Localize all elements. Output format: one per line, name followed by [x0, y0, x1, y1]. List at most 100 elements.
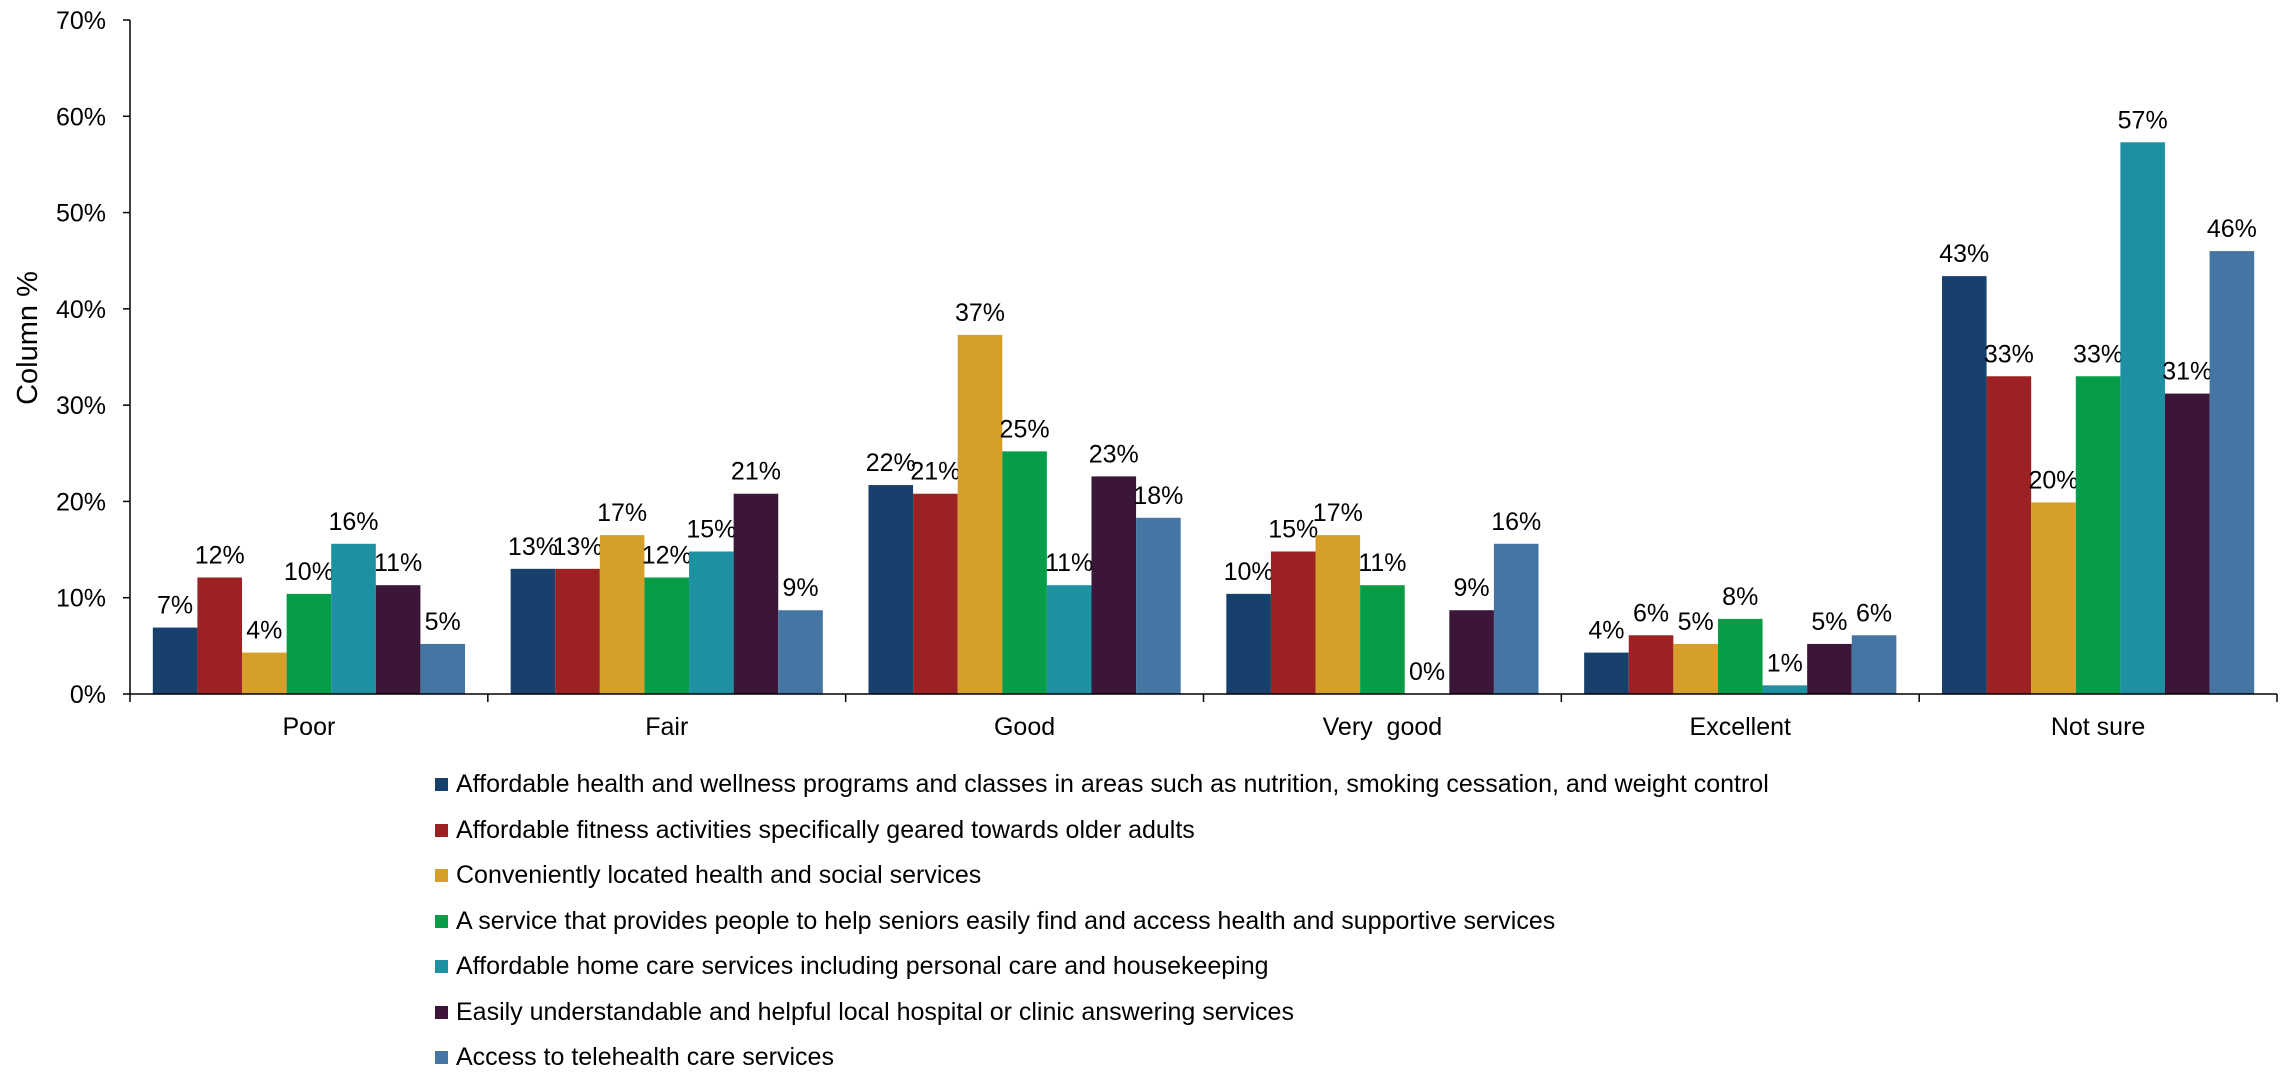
legend-label: Affordable health and wellness programs …	[456, 770, 1769, 799]
legend-swatch	[435, 778, 448, 792]
data-label: 33%	[2073, 340, 2123, 368]
data-label: 43%	[1939, 240, 1989, 268]
legend-item: Conveniently located health and social s…	[435, 853, 1769, 899]
data-label: 7%	[157, 592, 193, 620]
legend-item: Easily understandable and helpful local …	[435, 990, 1769, 1036]
bar	[1002, 451, 1047, 694]
bar	[2031, 502, 2076, 694]
data-label: 31%	[2162, 358, 2212, 386]
bar	[420, 643, 466, 694]
bar	[1136, 517, 1181, 694]
legend-swatch	[435, 960, 448, 974]
legend-label: Affordable fitness activities specifical…	[456, 815, 1195, 844]
legend-label: Access to telehealth care services	[456, 1043, 834, 1072]
data-label: 21%	[731, 458, 781, 486]
legend-label: Easily understandable and helpful local …	[456, 997, 1294, 1026]
plot-area: 7% 13% 22% 10% 4% 43% 12% 13% 21% 15% 6% 33% 4% 17% 37…	[152, 106, 2257, 695]
bar	[1091, 476, 1137, 694]
bar	[1717, 618, 1763, 694]
y-tick-label: 0%	[70, 681, 106, 709]
data-label: 0%	[1409, 658, 1445, 686]
legend-swatch	[435, 1051, 448, 1065]
legend: Affordable health and wellness programs …	[435, 762, 1769, 1081]
y-tick-label: 70%	[56, 7, 106, 35]
bar	[2075, 376, 2121, 694]
bar	[1360, 585, 1405, 694]
chart: Column % 0% 10% 20% 30% 40% 50% 60% 70% 7% 13% 22…	[12, 7, 2278, 741]
data-label: 13%	[508, 533, 558, 561]
data-label: 16%	[1491, 508, 1541, 536]
data-label: 1%	[1767, 649, 1803, 677]
bar	[1226, 593, 1271, 694]
legend-swatch	[435, 1005, 448, 1019]
bar	[733, 493, 779, 694]
bar	[868, 485, 914, 694]
bar	[599, 535, 645, 694]
bar	[331, 543, 376, 694]
bar	[1807, 643, 1852, 694]
bar	[1851, 635, 1897, 694]
legend-label: Conveniently located health and social s…	[456, 861, 982, 890]
bar	[242, 652, 287, 694]
data-label: 6%	[1633, 599, 1669, 627]
data-label: 15%	[686, 515, 736, 543]
bar	[644, 577, 690, 694]
bar	[913, 493, 958, 694]
bar	[375, 585, 421, 694]
y-tick-label: 50%	[56, 200, 106, 228]
y-tick-label: 60%	[56, 103, 106, 131]
data-label: 9%	[782, 574, 818, 602]
data-label: 17%	[597, 499, 647, 527]
data-label: 23%	[1089, 440, 1139, 468]
legend-swatch	[435, 914, 448, 928]
category-label: Not sure	[2051, 713, 2145, 741]
legend-item: Affordable health and wellness programs …	[435, 762, 1769, 808]
bar	[1270, 551, 1316, 694]
bar	[1628, 635, 1674, 694]
bar	[1584, 652, 1629, 694]
bar	[778, 610, 823, 694]
bar	[1762, 685, 1808, 694]
data-label: 15%	[1268, 515, 1318, 543]
legend-label: A service that provides people to help s…	[456, 906, 1556, 935]
data-label: 9%	[1454, 574, 1490, 602]
bar	[957, 334, 1003, 694]
category-label: Poor	[283, 713, 336, 741]
y-axis: 0% 10% 20% 30% 40% 50% 60% 70%	[56, 7, 131, 709]
legend-item: Affordable home care services including …	[435, 944, 1769, 990]
bar	[1315, 535, 1361, 694]
legend-swatch	[435, 823, 448, 837]
bar	[2209, 251, 2255, 695]
data-label: 22%	[866, 449, 916, 477]
y-tick-label: 30%	[56, 392, 106, 420]
category-label: Good	[994, 713, 1055, 741]
data-label: 11%	[1358, 549, 1406, 577]
data-label: 17%	[1313, 499, 1363, 527]
y-tick-label: 10%	[56, 585, 106, 613]
bar	[286, 593, 332, 694]
data-label: 11%	[374, 549, 422, 577]
legend-item: A service that provides people to help s…	[435, 899, 1769, 945]
data-label: 5%	[425, 608, 461, 636]
data-label: 8%	[1722, 583, 1758, 611]
bar	[1493, 543, 1539, 694]
data-label: 25%	[1000, 415, 1050, 443]
bar	[1673, 643, 1718, 694]
data-label: 20%	[2028, 466, 2078, 494]
legend-label: Affordable home care services including …	[456, 952, 1269, 981]
category-label: Fair	[645, 713, 688, 741]
bar	[2120, 142, 2165, 695]
category-label: Excellent	[1690, 713, 1791, 741]
bar	[152, 627, 198, 694]
data-label: 5%	[1811, 608, 1847, 636]
y-tick-label: 20%	[56, 488, 106, 516]
data-label: 12%	[642, 541, 692, 569]
bar	[510, 568, 556, 694]
data-label: 5%	[1678, 608, 1714, 636]
legend-swatch	[435, 869, 448, 883]
data-label: 6%	[1856, 599, 1892, 627]
bar	[1941, 276, 1987, 694]
data-label: 16%	[328, 508, 378, 536]
data-label: 37%	[955, 299, 1005, 327]
data-label: 13%	[553, 533, 603, 561]
